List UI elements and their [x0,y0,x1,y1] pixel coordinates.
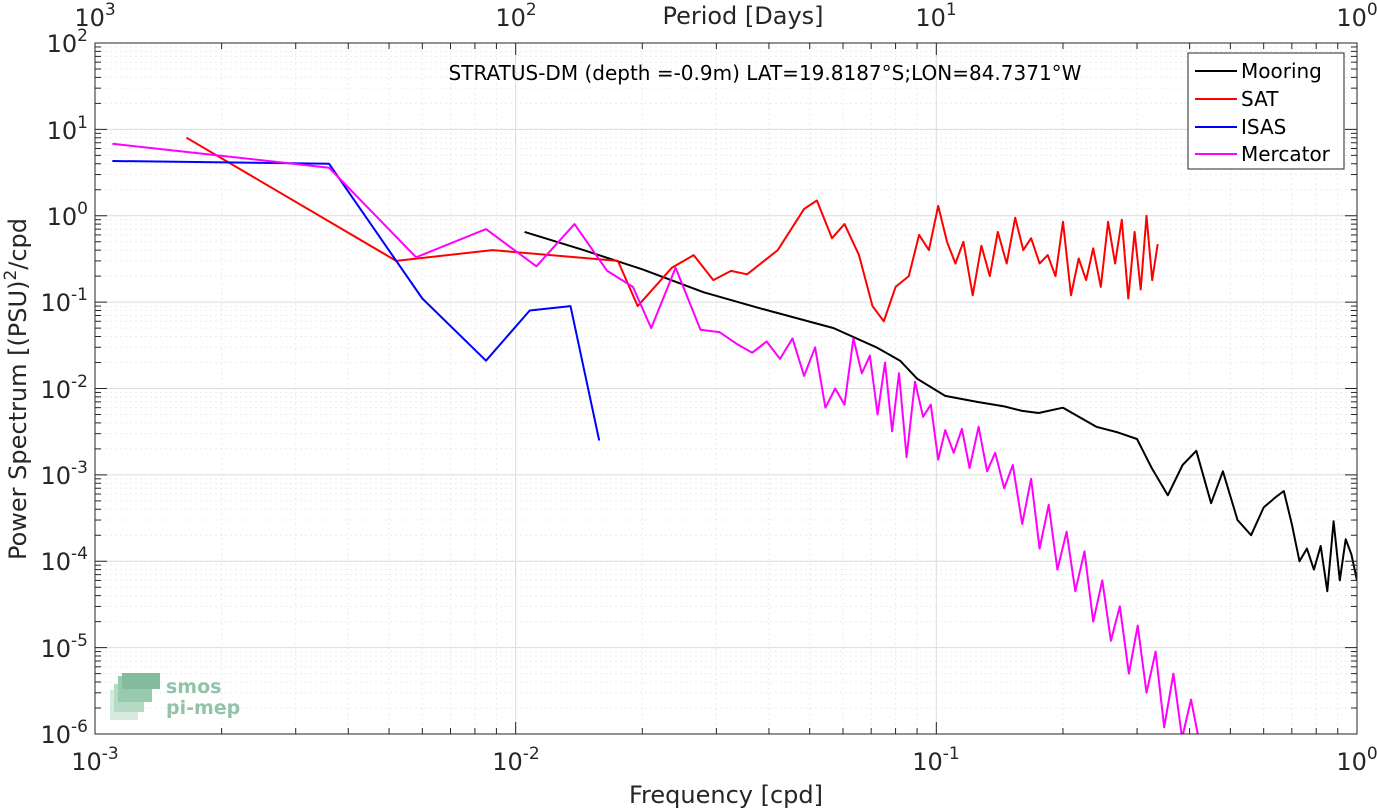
series-line-isas [112,160,601,441]
logo-text-smos: smos [166,676,221,698]
y-tick-label-0: 10-6 [41,717,89,749]
legend-label-mooring: Mooring [1241,59,1322,83]
y-tick-label-1: 10-5 [41,631,89,663]
x-tick-label-1: 10-2 [492,744,540,776]
series-line-mooring [524,230,1357,593]
y-tick-label-8: 102 [47,26,88,58]
y-tick-label-4: 10-2 [41,372,89,404]
x2-tick-label-2: 101 [915,0,956,32]
x-tick-label-2: 10-1 [912,744,960,776]
major-grid [95,43,1357,734]
y-tick-label-7: 101 [47,113,88,145]
x-tick-label-3: 100 [1336,744,1377,776]
y-axis-title: Power Spectrum [(PSU)2/cpd [1,218,32,560]
legend-label-mercator: Mercator [1241,142,1331,166]
axis-ticks [94,42,1358,735]
x-tick-label-0: 10-3 [71,744,119,776]
smos-pi-mep-logo: smos pi-mep [110,673,240,720]
y-tick-label-5: 10-1 [41,285,89,317]
logo-text-pi-mep: pi-mep [166,697,240,719]
x-axis-title: Frequency [cpd] [629,781,823,809]
logo-layer-4 [122,673,160,689]
x2-tick-label-0: 103 [74,0,115,32]
series-layer [112,136,1357,734]
chart-title: STRATUS-DM (depth =-0.9m) LAT=19.8187°S;… [449,61,1082,85]
x-tick-labels: 10-3 10-2 10-1 100 [71,744,1377,776]
series-line-mercator [112,142,1199,734]
y-tick-label-3: 10-3 [41,458,89,490]
legend: Mooring SAT ISAS Mercator [1187,52,1345,170]
legend-label-isas: ISAS [1241,115,1286,139]
x2-tick-label-1: 102 [495,0,536,32]
series-line-sat [185,136,1159,323]
y-tick-label-2: 10-4 [41,544,89,576]
x2-tick-label-3: 100 [1336,0,1377,32]
y-tick-labels: 10-6 10-5 10-4 10-3 10-2 10-1 100 101 10… [41,26,89,749]
y-tick-label-6: 100 [47,199,88,231]
legend-label-sat: SAT [1241,87,1279,111]
x2-axis-title: Period [Days] [662,2,823,30]
legend-box [1187,52,1345,170]
x2-tick-labels: 103 102 101 100 [74,0,1377,32]
